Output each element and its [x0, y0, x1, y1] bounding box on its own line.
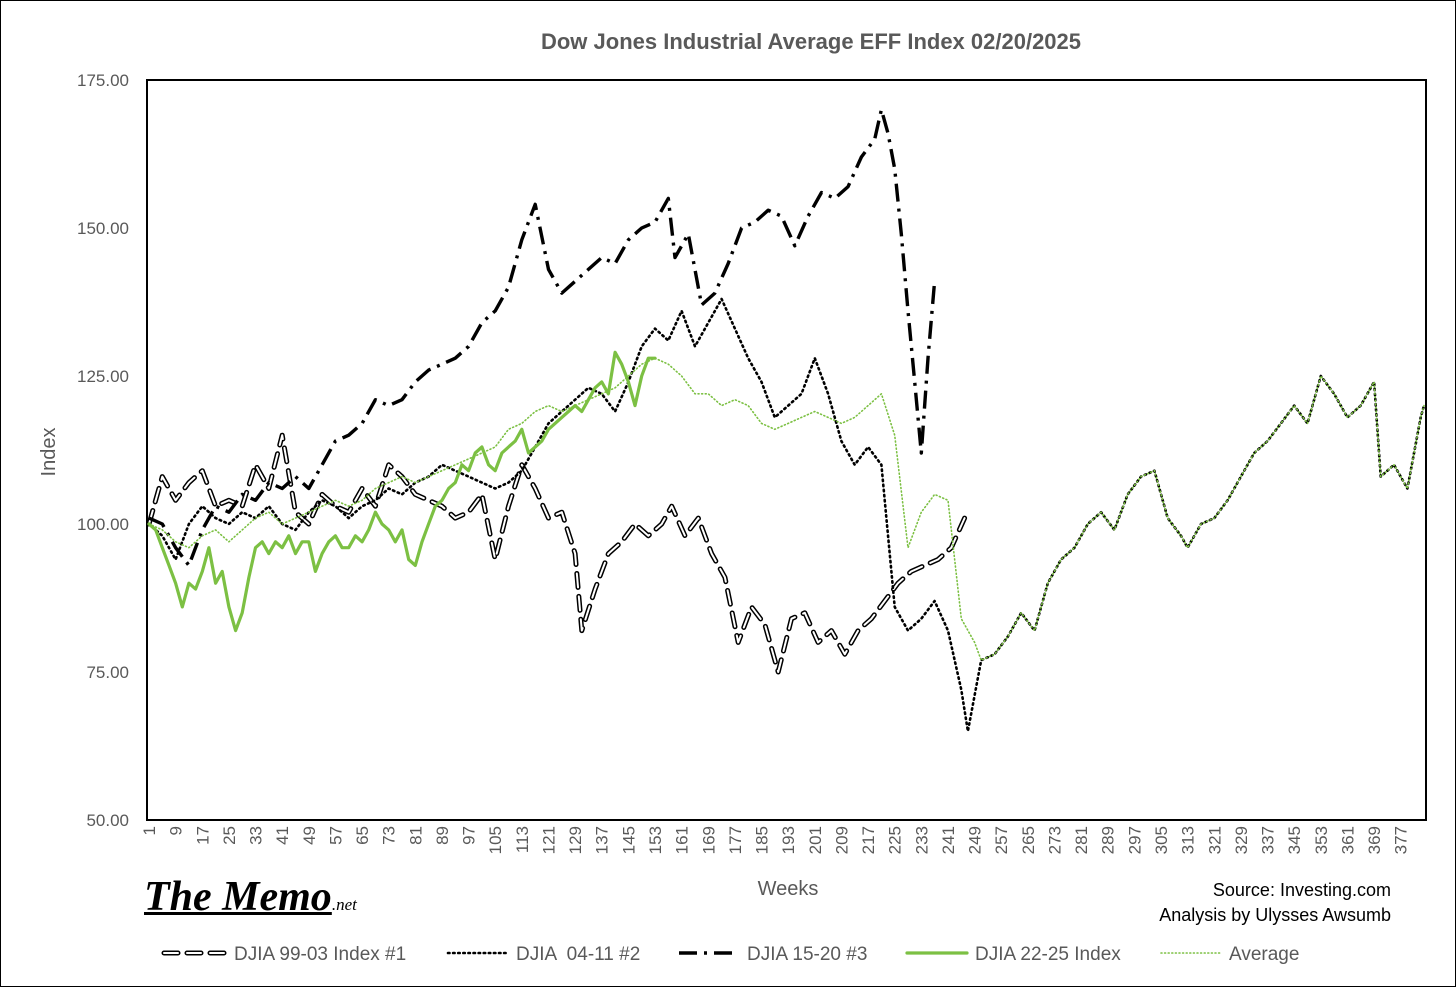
x-tick-label: 121: [539, 826, 558, 854]
analysis-credit: Analysis by Ulysses Awsumb: [1159, 905, 1391, 925]
x-tick-label: 273: [1045, 826, 1064, 854]
legend-label: DJIA 99-03 Index #1: [234, 944, 406, 965]
y-axis-ticks: 50.00 75.00 100.00 125.00 150.00 175.00: [77, 71, 129, 830]
x-tick-label: 233: [912, 826, 931, 854]
series-3-line: [148, 107, 937, 568]
series-4-line: [147, 350, 657, 633]
x-tick-label: 169: [699, 826, 718, 854]
y-tick-label: 75.00: [86, 663, 129, 682]
x-tick-label: 265: [1019, 826, 1038, 854]
logo-main-text: The Memo: [144, 874, 332, 920]
legend-item-3: DJIA 15-20 #3: [679, 944, 867, 965]
y-tick-label: 125.00: [77, 367, 129, 386]
series-5-line: [148, 357, 1425, 661]
x-tick-label: 129: [566, 826, 585, 854]
x-tick-label: 1: [140, 826, 159, 835]
x-tick-label: 369: [1365, 826, 1384, 854]
x-tick-label: 345: [1285, 826, 1304, 854]
legend-item-1: DJIA 99-03 Index #1: [161, 944, 406, 965]
x-tick-label: 353: [1312, 826, 1331, 854]
y-tick-label: 50.00: [86, 811, 129, 830]
x-tick-label: 329: [1232, 826, 1251, 854]
source-text: Source: Investing.com: [1213, 880, 1391, 900]
x-tick-label: 65: [353, 826, 372, 845]
x-tick-label: 313: [1179, 826, 1198, 854]
x-tick-label: 305: [1152, 826, 1171, 854]
legend: DJIA 99-03 Index #1 DJIA 04-11 #2 DJIA 15-…: [161, 944, 1299, 965]
x-tick-label: 321: [1205, 826, 1224, 854]
x-tick-label: 153: [646, 826, 665, 854]
y-axis-label: Index: [38, 428, 60, 477]
x-tick-label: 113: [513, 826, 532, 853]
legend-label: DJIA 04-11 #2: [516, 944, 640, 965]
x-tick-label: 225: [886, 826, 905, 854]
x-tick-label: 377: [1392, 826, 1411, 854]
x-tick-label: 241: [939, 826, 958, 854]
x-tick-label: 289: [1099, 826, 1118, 854]
x-tick-label: 193: [779, 826, 798, 854]
y-tick-label: 150.00: [77, 219, 129, 238]
legend-item-5: Average: [1160, 944, 1299, 965]
x-tick-label: 17: [193, 826, 212, 845]
x-tick-label: 33: [247, 826, 266, 845]
x-tick-label: 41: [273, 826, 292, 845]
x-tick-label: 89: [433, 826, 452, 845]
the-memo-logo: The Memo.net: [144, 873, 357, 921]
x-tick-label: 177: [726, 826, 745, 854]
x-axis-label: Weeks: [758, 878, 819, 900]
x-tick-label: 249: [966, 826, 985, 854]
legend-label: Average: [1229, 944, 1299, 965]
series-2-line: [147, 297, 1426, 733]
x-tick-label: 137: [593, 826, 612, 854]
legend-item-4: DJIA 22-25 Index: [905, 944, 1121, 965]
x-tick-label: 73: [380, 826, 399, 845]
x-tick-label: 9: [167, 826, 186, 835]
x-tick-label: 201: [806, 826, 825, 854]
x-tick-label: 281: [1072, 826, 1091, 854]
logo-sub-text: .net: [331, 895, 357, 914]
chart-title: Dow Jones Industrial Average EFF Index 0…: [541, 29, 1081, 54]
y-tick-label: 100.00: [77, 515, 129, 534]
x-tick-label: 49: [300, 826, 319, 845]
x-tick-label: 105: [486, 826, 505, 854]
x-tick-label: 97: [460, 826, 479, 845]
legend-item-2: DJIA 04-11 #2: [446, 944, 640, 965]
x-tick-label: 257: [992, 826, 1011, 854]
series-layer: [146, 107, 1426, 733]
legend-label: DJIA 15-20 #3: [747, 944, 867, 965]
x-tick-label: 81: [406, 826, 425, 845]
x-tick-label: 297: [1125, 826, 1144, 854]
y-tick-label: 175.00: [77, 71, 129, 90]
x-tick-label: 361: [1338, 826, 1357, 854]
x-tick-label: 185: [753, 826, 772, 854]
x-tick-label: 209: [832, 826, 851, 854]
x-tick-label: 25: [220, 826, 239, 845]
series-1-line: [146, 432, 968, 675]
plot-area: [146, 79, 1427, 821]
x-tick-label: 145: [619, 826, 638, 854]
x-tick-label: 217: [859, 826, 878, 854]
x-tick-label: 337: [1259, 826, 1278, 854]
x-tick-label: 161: [673, 826, 692, 854]
x-tick-label: 57: [326, 826, 345, 845]
x-axis-ticks: 1 9 17 25 33 41 49 57 65 73 81 89 97 105 113 121 129 137 1…: [140, 826, 1411, 854]
legend-label: DJIA 22-25 Index: [975, 944, 1121, 965]
